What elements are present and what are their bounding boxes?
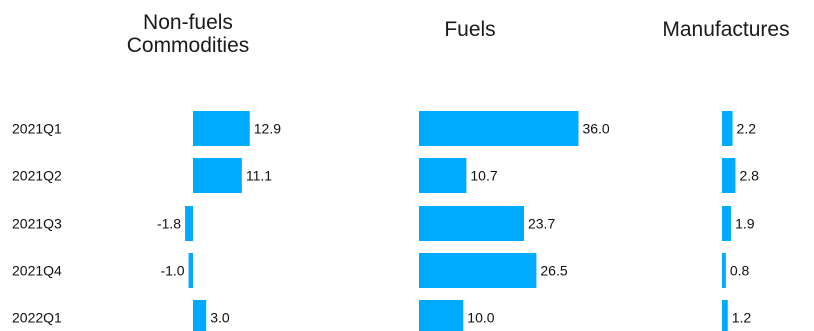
category-label-2021q4: 2021Q4: [12, 263, 62, 279]
bar-non-fuels-commodities-2021q3: [185, 206, 193, 241]
panels: 12.9 11.1 -1.8 -1.0 3.0 36.0 10.7 23.7 26.5 10.0 2…: [157, 111, 759, 331]
bar-manufactures-2021q4: [722, 253, 726, 288]
value-label-fuels-2022q1: 10.0: [467, 310, 494, 326]
value-label-manufactures-2021q4: 0.8: [730, 263, 750, 279]
value-label-non-fuels-commodities-2021q2: 11.1: [246, 168, 272, 184]
value-label-manufactures-2021q2: 2.8: [739, 168, 759, 184]
bar-fuels-2021q1: [419, 111, 579, 146]
panel-fuels: 36.0 10.7 23.7 26.5 10.0: [419, 111, 610, 331]
bar-fuels-2022q1: [419, 300, 464, 331]
value-label-manufactures-2022q1: 1.2: [732, 310, 752, 326]
category-label-2021q3: 2021Q3: [12, 216, 62, 232]
panel-manufactures: 2.2 2.8 1.9 0.8 1.2: [722, 111, 759, 331]
bar-fuels-2021q2: [419, 158, 467, 193]
bar-non-fuels-commodities-2021q2: [193, 158, 242, 193]
category-label-2021q1: 2021Q1: [12, 121, 62, 137]
bar-fuels-2021q4: [419, 253, 537, 288]
panel-title-fuels: Fuels: [444, 18, 495, 41]
value-label-manufactures-2021q1: 2.2: [737, 121, 757, 137]
category-label-2022q1: 2022Q1: [12, 310, 62, 326]
panel-non-fuels-commodities: 12.9 11.1 -1.8 -1.0 3.0: [157, 111, 281, 331]
bar-non-fuels-commodities-2021q4: [188, 253, 193, 288]
panel-title-manufactures: Manufactures: [662, 18, 789, 41]
value-label-fuels-2021q4: 26.5: [540, 263, 567, 279]
value-label-non-fuels-commodities-2022q1: 3.0: [210, 310, 230, 326]
bar-manufactures-2021q2: [722, 158, 736, 193]
category-labels: 2021Q1 2021Q2 2021Q3 2021Q4 2022Q1: [12, 121, 62, 326]
value-label-fuels-2021q2: 10.7: [470, 168, 497, 184]
value-label-non-fuels-commodities-2021q4: -1.0: [160, 263, 184, 279]
bar-manufactures-2021q1: [722, 111, 733, 146]
panel-title-non-fuels-commodities-line-1: Non-fuels: [143, 11, 233, 34]
bar-manufactures-2021q3: [722, 206, 732, 241]
value-label-non-fuels-commodities-2021q1: 12.9: [254, 121, 281, 137]
category-label-2021q2: 2021Q2: [12, 168, 62, 184]
panel-title-non-fuels-commodities-line-2: Commodities: [127, 34, 250, 57]
bar-manufactures-2022q1: [722, 300, 728, 331]
bar-non-fuels-commodities-2022q1: [193, 300, 207, 331]
value-label-non-fuels-commodities-2021q3: -1.8: [157, 216, 181, 232]
value-label-fuels-2021q3: 23.7: [528, 216, 555, 232]
value-label-manufactures-2021q3: 1.9: [735, 216, 755, 232]
value-label-fuels-2021q1: 36.0: [582, 121, 609, 137]
bar-non-fuels-commodities-2021q1: [193, 111, 250, 146]
bar-fuels-2021q3: [419, 206, 524, 241]
